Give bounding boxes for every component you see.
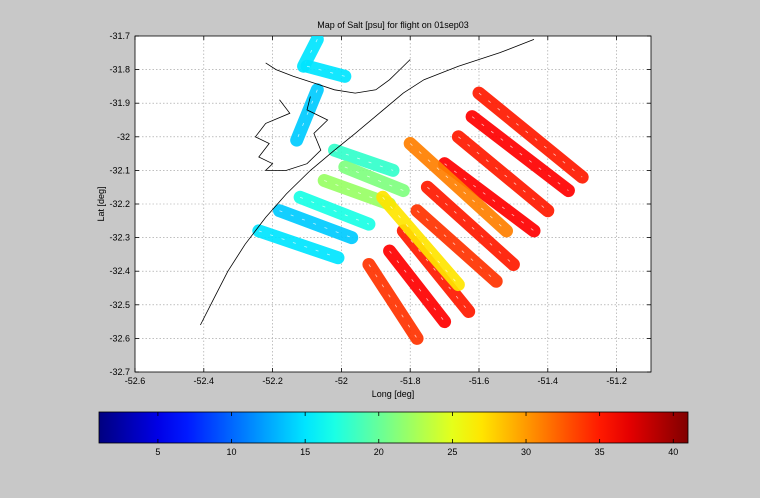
salinity-tracks: [252, 36, 589, 345]
flight-track-gap: [389, 250, 445, 322]
y-tick-label: -32.1: [109, 165, 130, 175]
flight-track-4: [328, 143, 400, 177]
y-axis-label: Lat [deg]: [96, 186, 106, 221]
colorbar-tick-label: 5: [155, 447, 160, 457]
flight-track-gap: [458, 136, 549, 212]
coastline-line: [200, 39, 535, 326]
flight-track-gap: [368, 264, 418, 339]
flight-track-gap: [258, 230, 339, 259]
y-tick-label: -32.6: [109, 333, 130, 343]
y-tick-label: -32.4: [109, 266, 130, 276]
coastline-map: [200, 39, 535, 326]
flight-track-2: [300, 59, 352, 83]
colorbar-ticks: 5 10 15 20 25 30 35 40: [155, 412, 678, 457]
x-tick-label: -52.4: [194, 376, 215, 386]
y-tick-label: -32.7: [109, 367, 130, 377]
estuary-outline: [254, 96, 329, 171]
flight-track-5: [338, 160, 410, 198]
colorbar-tick-label: 25: [447, 447, 457, 457]
lagoon-outline: [265, 59, 411, 94]
x-tick-label: -52.6: [125, 376, 146, 386]
flight-track-gap: [279, 210, 352, 238]
y-tick-label: -32.3: [109, 233, 130, 243]
colorbar-tick-label: 20: [374, 447, 384, 457]
flight-track-gap: [409, 143, 507, 232]
x-axis-ticks: -52.6 -52.4 -52.2 -52 -51.8 -51.6 -51.4 -51.2: [125, 36, 627, 386]
flight-track-gap: [403, 230, 469, 312]
y-tick-label: -31.9: [109, 98, 130, 108]
colorbar-tick-label: 40: [668, 447, 678, 457]
flight-track-gap: [471, 116, 569, 191]
colorbar: [98, 411, 689, 444]
y-tick-label: -32.5: [109, 300, 130, 310]
flight-track-3: [290, 83, 324, 147]
x-tick-label: -51.8: [400, 376, 421, 386]
x-tick-label: -52.2: [262, 376, 283, 386]
flight-track-gap: [382, 197, 459, 285]
chart-title: Map of Salt [psu] for flight on 01sep03: [317, 20, 469, 30]
x-tick-label: -52: [335, 376, 348, 386]
y-tick-label: -32: [117, 132, 130, 142]
y-tick-label: -31.7: [109, 31, 130, 41]
y-axis-ticks: -31.7 -31.8 -31.9 -32 -32.1 -32.2 -32.3 -32.4 -3…: [109, 31, 651, 377]
x-axis-label: Long [deg]: [372, 389, 415, 399]
colorbar-tick-label: 30: [521, 447, 531, 457]
y-tick-label: -32.2: [109, 199, 130, 209]
flight-track-15: [438, 157, 541, 238]
colorbar-tick-label: 35: [595, 447, 605, 457]
flight-track-gap: [427, 186, 514, 265]
x-tick-label: -51.2: [606, 376, 627, 386]
y-tick-label: -31.8: [109, 65, 130, 75]
colorbar-tick-label: 10: [227, 447, 237, 457]
flight-track-13: [410, 204, 503, 288]
x-tick-label: -51.6: [469, 376, 490, 386]
x-tick-label: -51.4: [538, 376, 559, 386]
flight-track-gap: [299, 196, 370, 225]
flight-track-gap: [478, 92, 583, 178]
colorbar-tick-label: 15: [300, 447, 310, 457]
